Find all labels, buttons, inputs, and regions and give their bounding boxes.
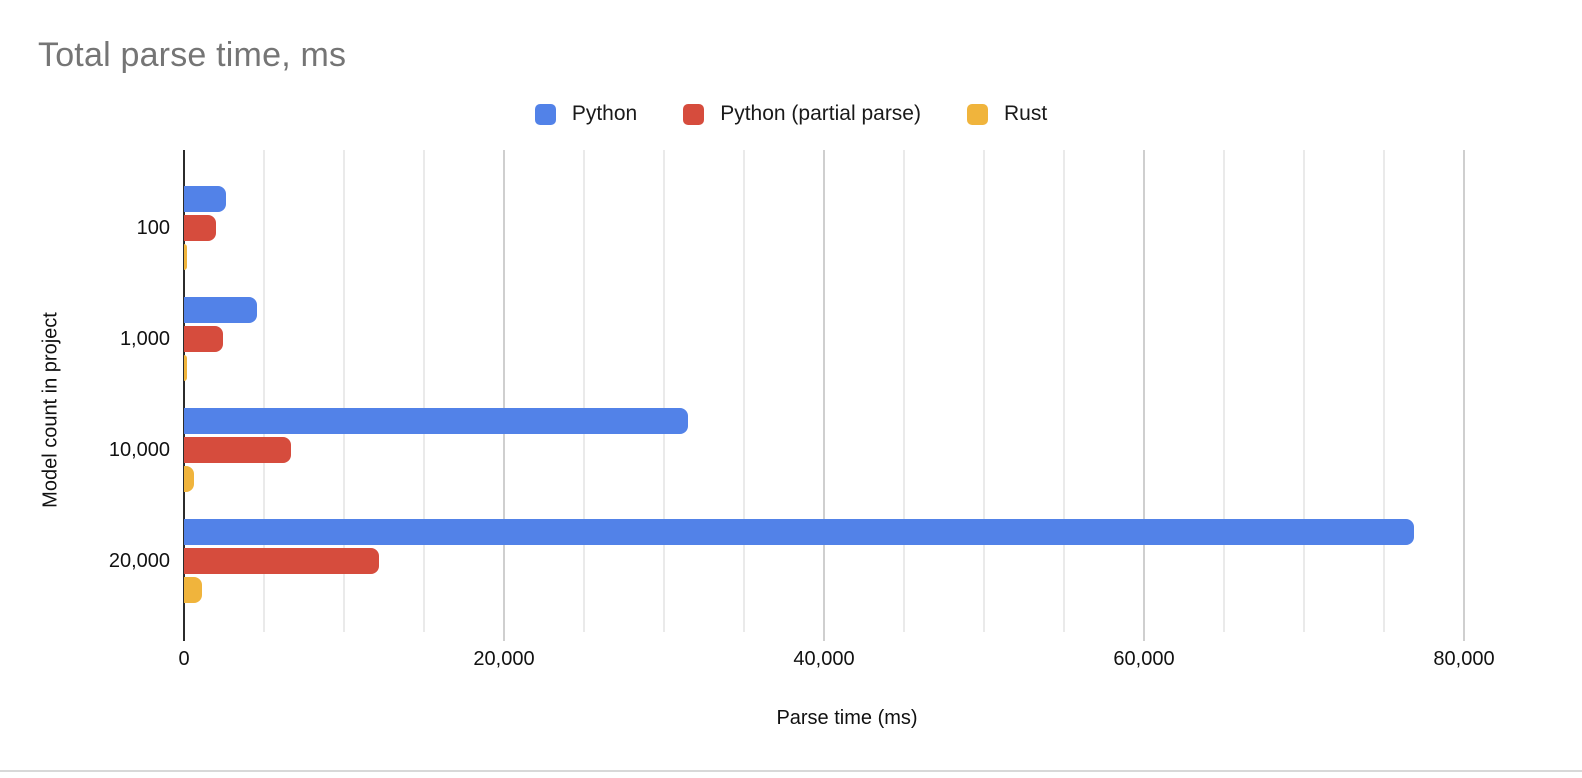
- bar-series1-cat4: [184, 519, 1415, 545]
- x-tick-label: 40,000: [793, 648, 855, 670]
- x-tick-label: 20,000: [473, 648, 535, 670]
- gridline-minor: [1223, 150, 1225, 632]
- bar-series2-cat3: [184, 437, 292, 463]
- legend-swatch-icon: [966, 103, 988, 125]
- bar-series1-cat3: [184, 408, 688, 434]
- gridline-minor: [263, 150, 265, 632]
- legend-label: Rust: [1003, 102, 1048, 125]
- y-tick-label: 20,000: [108, 550, 170, 572]
- legend-item: Python (partial parse): [683, 102, 921, 126]
- legend-item: Rust: [966, 102, 1048, 126]
- plot-area: [183, 150, 1510, 641]
- bar-series2-cat1: [184, 215, 216, 241]
- gridline-minor: [583, 150, 585, 632]
- page-bottom-border: [0, 770, 1582, 772]
- legend-item: Python: [534, 102, 638, 126]
- y-axis-tick-labels: 100 1,000 10,000 20,000: [0, 150, 170, 632]
- x-axis-tick-labels: 0 20,000 40,000 60,000 80,000: [178, 648, 1510, 674]
- legend-swatch-icon: [534, 103, 556, 125]
- bar-series1-cat2: [184, 297, 257, 323]
- y-tick-label: 10,000: [108, 439, 170, 461]
- bar-series1-cat1: [184, 186, 226, 212]
- bar-series3-cat2: [184, 355, 188, 381]
- gridline-major: [823, 150, 825, 641]
- y-tick-label: 100: [136, 217, 170, 239]
- gridline-minor: [903, 150, 905, 632]
- gridline-major: [1143, 150, 1145, 641]
- bar-series3-cat3: [184, 466, 194, 492]
- legend-swatch-icon: [683, 103, 705, 125]
- gridline-major: [1463, 150, 1465, 641]
- gridline-major: [503, 150, 505, 641]
- legend-label: Python: [571, 102, 638, 125]
- bar-series2-cat4: [184, 548, 380, 574]
- gridline-minor: [343, 150, 345, 632]
- x-axis-title: Parse time (ms): [776, 707, 918, 729]
- x-tick-label: 0: [178, 648, 190, 670]
- gridline-minor: [743, 150, 745, 632]
- chart-title: Total parse time, ms: [38, 36, 347, 74]
- gridline-minor: [663, 150, 665, 632]
- bar-series3-cat4: [184, 577, 202, 603]
- y-tick-label: 1,000: [119, 328, 170, 350]
- bar-series3-cat1: [184, 244, 187, 270]
- bar-series2-cat2: [184, 326, 224, 352]
- x-tick-label: 60,000: [1113, 648, 1175, 670]
- legend-label: Python (partial parse): [720, 102, 921, 125]
- gridline-minor: [983, 150, 985, 632]
- gridline-minor: [1383, 150, 1385, 632]
- y-axis-line: [183, 150, 185, 641]
- legend: Python Python (partial parse) Rust: [0, 100, 1582, 128]
- x-tick-label: 80,000: [1433, 648, 1495, 670]
- gridline-minor: [423, 150, 425, 632]
- gridline-minor: [1303, 150, 1305, 632]
- gridline-minor: [1063, 150, 1065, 632]
